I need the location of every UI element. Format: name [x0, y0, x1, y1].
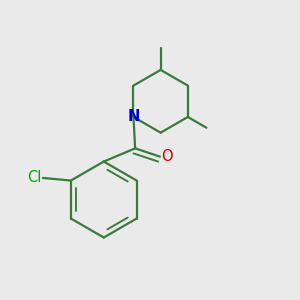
Text: Cl: Cl	[27, 170, 41, 185]
Text: N: N	[127, 110, 140, 124]
Text: O: O	[161, 149, 173, 164]
